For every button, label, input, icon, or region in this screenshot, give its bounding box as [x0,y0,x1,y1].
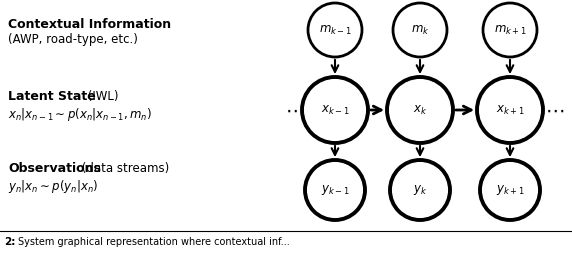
Circle shape [305,160,365,220]
Text: 2:: 2: [4,237,15,247]
Circle shape [477,77,543,143]
Text: $x_n|x_{n-1} \sim p(x_n|x_{n-1}, m_n)$: $x_n|x_{n-1} \sim p(x_n|x_{n-1}, m_n)$ [8,106,152,123]
Text: $y_{k-1}$: $y_{k-1}$ [321,183,349,197]
Text: $y_n|x_n \sim p(y_n|x_n)$: $y_n|x_n \sim p(y_n|x_n)$ [8,178,98,195]
Text: $x_{k+1}$: $x_{k+1}$ [496,103,525,117]
Circle shape [480,160,540,220]
Text: $m_{k+1}$: $m_{k+1}$ [494,23,526,37]
Circle shape [302,77,368,143]
Text: $m_{k-1}$: $m_{k-1}$ [319,23,351,37]
Text: $y_{k+1}$: $y_{k+1}$ [496,183,525,197]
Text: $\cdots$: $\cdots$ [285,101,305,119]
Circle shape [387,77,453,143]
Text: $x_k$: $x_k$ [413,103,427,117]
Circle shape [393,3,447,57]
Text: System graphical representation where contextual inf...: System graphical representation where co… [18,237,290,247]
Text: (AWP, road-type, etc.): (AWP, road-type, etc.) [8,33,138,46]
Text: $x_{k-1}$: $x_{k-1}$ [321,103,349,117]
Circle shape [483,3,537,57]
Text: $y_k$: $y_k$ [413,183,427,197]
Text: Observations: Observations [8,162,101,175]
Circle shape [308,3,362,57]
Circle shape [390,160,450,220]
Text: $m_k$: $m_k$ [411,23,429,37]
Text: $\cdots$: $\cdots$ [545,101,565,119]
Text: Contextual Information: Contextual Information [8,18,171,31]
Text: Latent State: Latent State [8,90,96,103]
Text: (IWL): (IWL) [84,90,118,103]
Text: (data streams): (data streams) [78,162,169,175]
